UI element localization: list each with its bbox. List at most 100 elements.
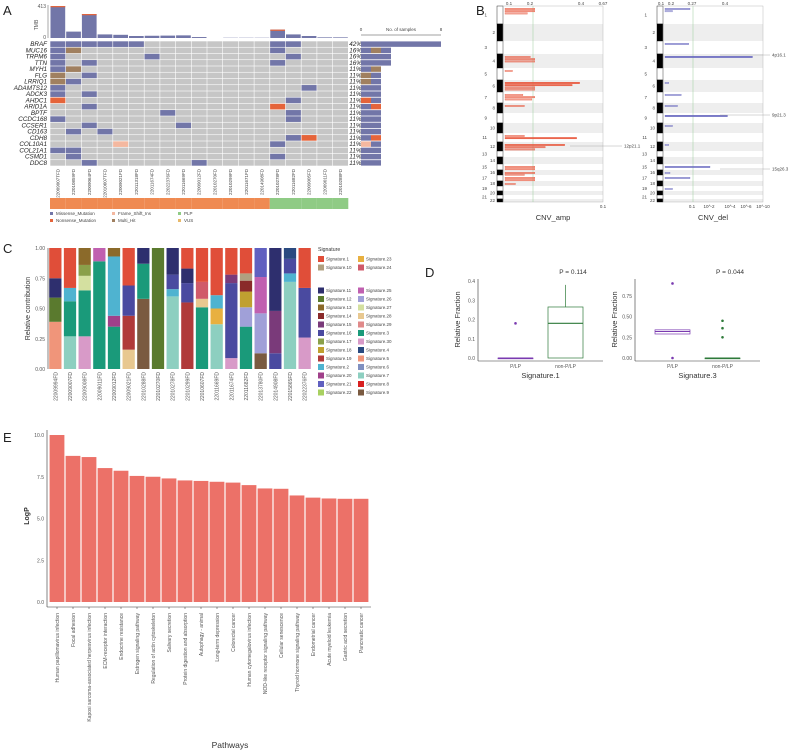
mutation-cell bbox=[144, 135, 160, 141]
mutation-cell bbox=[207, 41, 223, 47]
sample-label: 22009064FD bbox=[87, 168, 92, 195]
mutation-cell bbox=[223, 41, 239, 47]
mutation-cell bbox=[160, 141, 176, 147]
mutation-cell bbox=[285, 135, 301, 141]
sample-label: 22011682FD bbox=[291, 168, 296, 194]
x-tick-label: P/LP bbox=[510, 364, 522, 370]
y-tick-label: 0.25 bbox=[35, 337, 45, 343]
y-tick-label: 10.0 bbox=[34, 433, 44, 439]
stacked-segment bbox=[78, 336, 91, 369]
y-tick-label: 0.3 bbox=[468, 298, 475, 304]
chromosome-ideogram bbox=[656, 163, 664, 171]
sample-count-bar bbox=[371, 160, 381, 166]
legend-swatch bbox=[358, 372, 364, 379]
chromosome-band bbox=[663, 199, 763, 202]
pathway-label: Endometrial cancer bbox=[311, 613, 317, 656]
pathway-bar bbox=[241, 485, 257, 602]
mutation-cell bbox=[254, 78, 270, 85]
mutation-cell bbox=[332, 97, 348, 104]
mutation-cell bbox=[128, 135, 144, 141]
mutation-cell bbox=[317, 47, 333, 54]
mutation-cell bbox=[128, 78, 144, 85]
mutation-cell bbox=[175, 47, 191, 54]
legend-swatch bbox=[358, 338, 364, 345]
legend-label: Signature.25 bbox=[366, 288, 392, 293]
stacked-segment bbox=[283, 258, 297, 274]
mutation-cell bbox=[81, 47, 97, 54]
mutation-cell bbox=[113, 147, 129, 154]
amp-segment bbox=[504, 146, 546, 149]
mutation-cell bbox=[332, 91, 348, 97]
mutation-cell bbox=[144, 147, 160, 154]
mutation-cell bbox=[66, 116, 82, 122]
pathway-label: Focal adhesion bbox=[71, 613, 77, 647]
legend-swatch bbox=[178, 219, 181, 222]
gene-label: TTN bbox=[35, 60, 48, 67]
amp-segment bbox=[504, 135, 525, 137]
mutation-cell bbox=[113, 116, 129, 122]
chromosome-ideogram bbox=[496, 174, 504, 182]
tmb-bar bbox=[176, 35, 191, 38]
group-cell bbox=[222, 198, 239, 209]
legend-swatch bbox=[318, 264, 324, 271]
mutation-cell bbox=[81, 41, 97, 47]
sample-label: 22010278FD bbox=[171, 372, 177, 401]
pathway-label: Colorectal cancer bbox=[231, 613, 237, 652]
mutation-cell bbox=[301, 135, 317, 141]
sample-count-bar bbox=[361, 147, 371, 154]
mutation-cell bbox=[317, 122, 333, 129]
mutation-cell bbox=[175, 60, 191, 66]
legend-label: Signature.29 bbox=[366, 322, 392, 327]
sample-count-bar bbox=[411, 41, 421, 47]
mutation-cell bbox=[223, 53, 239, 60]
mutation-cell bbox=[238, 135, 254, 141]
mutation-cell bbox=[317, 116, 333, 122]
chromosome-label: 2 bbox=[652, 30, 655, 35]
chromosome-label: 11 bbox=[482, 135, 487, 140]
mutation-cell bbox=[223, 141, 239, 147]
mutation-cell bbox=[285, 91, 301, 97]
chromosome-band bbox=[663, 191, 763, 195]
stacked-segment bbox=[298, 248, 311, 288]
mutation-cell bbox=[128, 160, 144, 166]
y-tick-label: 0.00 bbox=[35, 367, 45, 373]
sample-count-bar bbox=[361, 128, 371, 135]
sample-count-bar bbox=[371, 60, 381, 66]
mutation-cell bbox=[113, 110, 129, 116]
stacked-segment bbox=[78, 275, 91, 291]
legend-label: VUS bbox=[184, 218, 193, 223]
legend-swatch bbox=[358, 321, 364, 328]
sample-label: 22011318FD bbox=[134, 168, 139, 194]
chromosome-label: 15 bbox=[482, 165, 488, 170]
mutation-cell bbox=[144, 78, 160, 85]
mutation-cell bbox=[301, 103, 317, 110]
mutation-cell bbox=[175, 153, 191, 160]
mutation-cell bbox=[254, 97, 270, 104]
sample-count-bar bbox=[381, 41, 391, 47]
mutation-cell bbox=[285, 141, 301, 147]
mutation-cell bbox=[254, 110, 270, 116]
mutation-cell bbox=[97, 141, 113, 147]
samples-tick: 0 bbox=[360, 27, 363, 32]
mutation-cell bbox=[270, 78, 286, 85]
mutation-cell bbox=[81, 85, 97, 91]
chromosome-label: 3 bbox=[484, 45, 487, 50]
mutation-cell bbox=[50, 85, 66, 91]
stacked-segment bbox=[93, 261, 106, 369]
chromosome-label: 3 bbox=[644, 45, 647, 50]
group-cell bbox=[207, 198, 223, 209]
mutation-cell bbox=[238, 147, 254, 154]
mutation-cell bbox=[207, 110, 223, 116]
mutation-cell bbox=[113, 153, 129, 160]
stacked-segment bbox=[122, 285, 135, 316]
mutation-cell bbox=[207, 153, 223, 160]
group-cell bbox=[285, 198, 302, 209]
mutation-cell bbox=[175, 135, 191, 141]
mutation-cell bbox=[223, 122, 239, 129]
y-axis-label: Relative Fraction bbox=[453, 291, 462, 347]
mutation-cell bbox=[254, 85, 270, 91]
mutation-cell bbox=[285, 128, 301, 135]
mutation-cell bbox=[332, 110, 348, 116]
mutation-cell bbox=[97, 85, 113, 91]
